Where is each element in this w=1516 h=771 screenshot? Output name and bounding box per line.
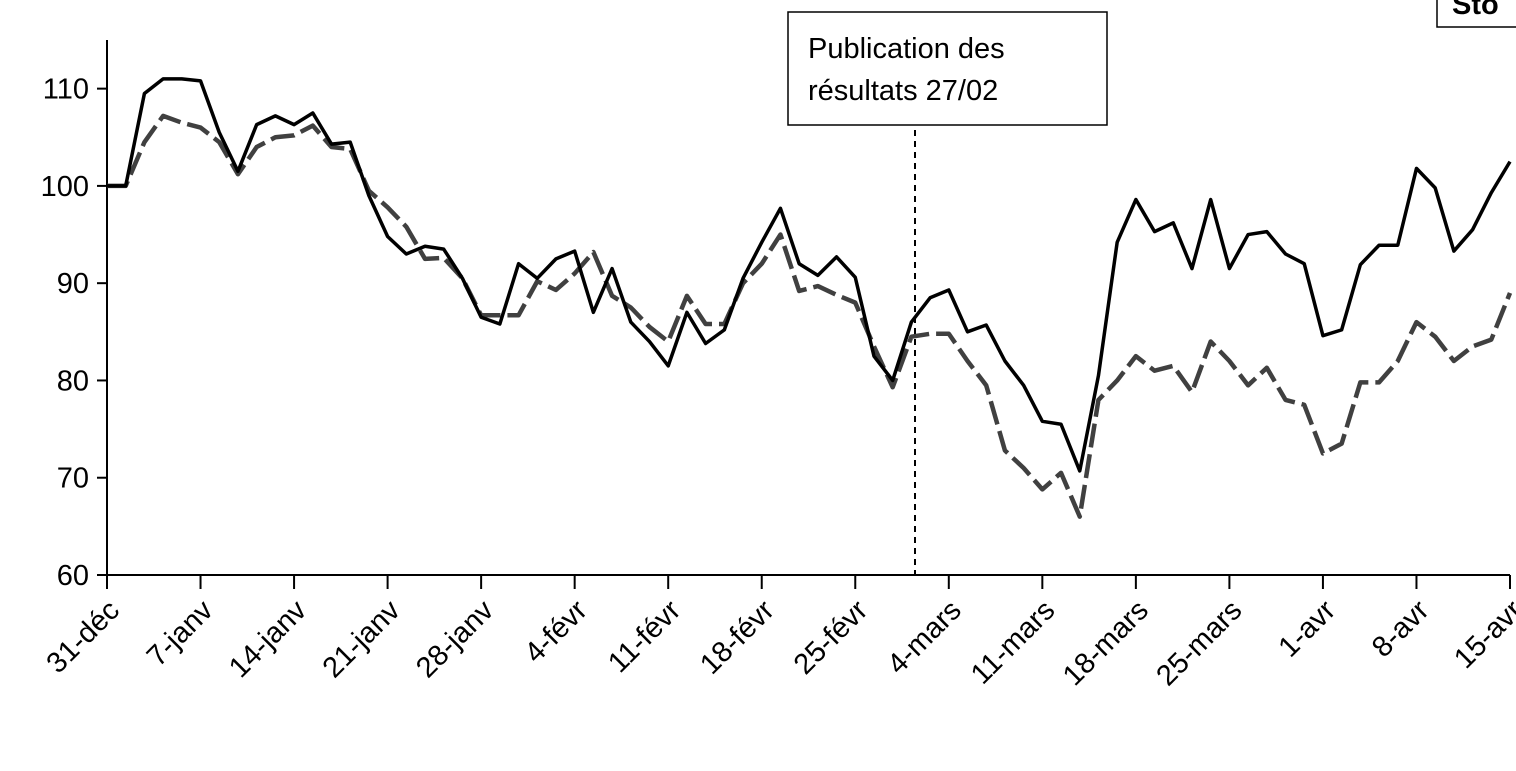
x-tick-label: 25-mars xyxy=(1151,594,1249,692)
x-tick-label: 8-avr xyxy=(1366,594,1436,664)
x-tick-label: 7-janv xyxy=(141,594,220,673)
line-series xyxy=(107,77,1512,473)
y-tick-label: 90 xyxy=(57,268,89,300)
annotation-text: résultats 27/02 xyxy=(808,75,998,107)
x-tick-label: 31-déc xyxy=(41,594,126,679)
x-tick-label: 11-mars xyxy=(965,594,1061,690)
x-tick-label: 1-avr xyxy=(1273,594,1343,664)
legend-text: Sto xyxy=(1452,0,1499,21)
x-tick-label: 4-févr xyxy=(519,594,594,669)
y-tick-label: 60 xyxy=(57,560,89,592)
y-tick-label: 70 xyxy=(57,463,89,495)
x-tick-label: 14-janv xyxy=(223,594,313,684)
x-tick-label: 15-avr xyxy=(1448,594,1516,675)
x-tick-label: 18-mars xyxy=(1057,594,1155,692)
annotation-text: Publication des xyxy=(808,33,1005,65)
x-tick-label: 4-mars xyxy=(881,594,967,680)
y-tick-label: 100 xyxy=(41,171,89,203)
x-tick-label: 25-févr xyxy=(788,594,875,681)
y-tick-label: 80 xyxy=(57,365,89,397)
x-tick-label: 18-févr xyxy=(694,594,781,681)
x-tick-label: 11-févr xyxy=(602,594,687,679)
annotation-box xyxy=(787,11,1108,126)
x-tick-label: 28-janv xyxy=(410,594,500,684)
legend-box xyxy=(1436,0,1516,28)
line-series xyxy=(107,113,1513,519)
y-tick-label: 110 xyxy=(43,74,89,106)
x-tick-label: 21-janv xyxy=(317,594,407,684)
